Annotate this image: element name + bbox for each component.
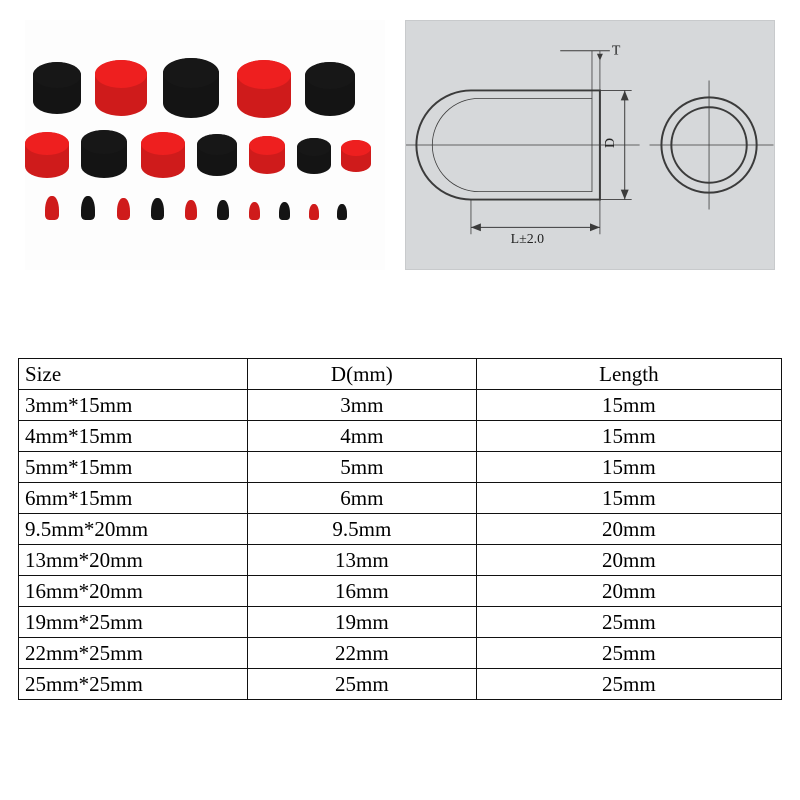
cap-large	[163, 58, 219, 118]
cell-length: 25mm	[476, 607, 781, 638]
upper-region: T D L±2.0	[0, 0, 800, 290]
cell-length: 15mm	[476, 483, 781, 514]
cap-large	[249, 136, 285, 174]
cell-size: 9.5mm*20mm	[19, 514, 248, 545]
cap-large	[141, 132, 185, 178]
cell-d: 6mm	[247, 483, 476, 514]
cell-size: 16mm*20mm	[19, 576, 248, 607]
cell-length: 20mm	[476, 576, 781, 607]
cap-small	[217, 200, 229, 220]
table-row: 6mm*15mm6mm15mm	[19, 483, 782, 514]
cap-small	[185, 200, 197, 220]
cap-large	[197, 134, 237, 176]
dim-d-arrow2	[621, 190, 629, 200]
product-photo	[25, 20, 385, 270]
cell-length: 15mm	[476, 390, 781, 421]
cell-size: 6mm*15mm	[19, 483, 248, 514]
table-row: 22mm*25mm22mm25mm	[19, 638, 782, 669]
table-header-row: Size D(mm) Length	[19, 359, 782, 390]
dim-t-arrow	[597, 54, 603, 61]
table-row: 9.5mm*20mm9.5mm20mm	[19, 514, 782, 545]
cap-small	[279, 202, 290, 220]
cap-large	[95, 60, 147, 116]
cell-length: 15mm	[476, 421, 781, 452]
cell-d: 13mm	[247, 545, 476, 576]
table-row: 25mm*25mm25mm25mm	[19, 669, 782, 700]
cap-small	[117, 198, 130, 220]
table-row: 3mm*15mm3mm15mm	[19, 390, 782, 421]
cell-length: 25mm	[476, 669, 781, 700]
table-row: 4mm*15mm4mm15mm	[19, 421, 782, 452]
dim-l-arrow1	[471, 223, 481, 231]
table-row: 13mm*20mm13mm20mm	[19, 545, 782, 576]
size-table-wrap: Size D(mm) Length 3mm*15mm3mm15mm4mm*15m…	[18, 358, 782, 700]
cell-length: 20mm	[476, 545, 781, 576]
dim-d-arrow1	[621, 90, 629, 100]
col-header-size: Size	[19, 359, 248, 390]
cap-large	[81, 130, 127, 178]
cap-large	[237, 60, 291, 118]
cell-size: 22mm*25mm	[19, 638, 248, 669]
cell-size: 19mm*25mm	[19, 607, 248, 638]
cell-size: 5mm*15mm	[19, 452, 248, 483]
table-row: 5mm*15mm5mm15mm	[19, 452, 782, 483]
cell-d: 22mm	[247, 638, 476, 669]
dim-l-arrow2	[590, 223, 600, 231]
col-header-len: Length	[476, 359, 781, 390]
cell-d: 3mm	[247, 390, 476, 421]
cell-size: 25mm*25mm	[19, 669, 248, 700]
cap-large	[341, 140, 371, 172]
cap-small	[309, 204, 319, 220]
cap-small	[337, 204, 347, 220]
cell-d: 25mm	[247, 669, 476, 700]
cap-large	[305, 62, 355, 116]
cap-small	[45, 196, 59, 220]
cap-large	[297, 138, 331, 174]
cell-size: 3mm*15mm	[19, 390, 248, 421]
cap-large	[25, 132, 69, 178]
cell-length: 25mm	[476, 638, 781, 669]
cell-d: 16mm	[247, 576, 476, 607]
cell-length: 15mm	[476, 452, 781, 483]
cell-d: 5mm	[247, 452, 476, 483]
col-header-d: D(mm)	[247, 359, 476, 390]
label-t: T	[612, 44, 621, 59]
label-l: L±2.0	[511, 232, 544, 247]
cell-d: 9.5mm	[247, 514, 476, 545]
cell-size: 13mm*20mm	[19, 545, 248, 576]
diagram-svg: T D L±2.0	[406, 21, 774, 269]
cap-small	[81, 196, 95, 220]
cell-size: 4mm*15mm	[19, 421, 248, 452]
cell-d: 4mm	[247, 421, 476, 452]
cell-length: 20mm	[476, 514, 781, 545]
cap-small	[249, 202, 260, 220]
size-table: Size D(mm) Length 3mm*15mm3mm15mm4mm*15m…	[18, 358, 782, 700]
cap-small	[151, 198, 164, 220]
table-row: 16mm*20mm16mm20mm	[19, 576, 782, 607]
table-row: 19mm*25mm19mm25mm	[19, 607, 782, 638]
label-d: D	[603, 138, 618, 148]
cap-large	[33, 62, 81, 114]
dimension-diagram: T D L±2.0	[405, 20, 775, 270]
cell-d: 19mm	[247, 607, 476, 638]
